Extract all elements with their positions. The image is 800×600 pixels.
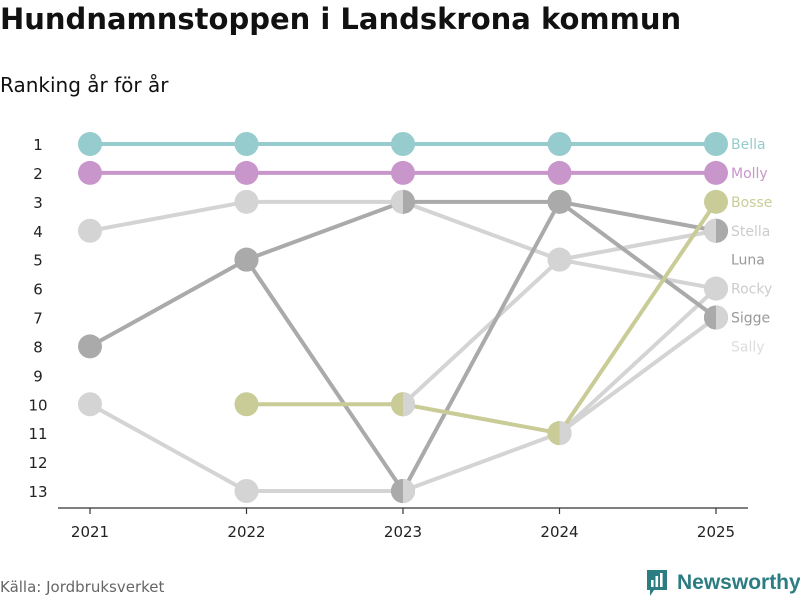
split-marker-right-2025-7	[716, 305, 728, 330]
series-line-sigge	[244, 199, 718, 493]
series-line-sally	[558, 315, 718, 435]
split-marker-left-2025-7	[704, 305, 716, 330]
series-label-molly: Molly	[731, 166, 768, 182]
marker-molly-2023	[391, 160, 415, 185]
marker-molly-2022	[234, 160, 259, 185]
y-tick-label-5: 5	[33, 252, 43, 270]
marker-bella-2023	[391, 132, 415, 156]
marker-molly-2025	[704, 160, 728, 185]
marker-stella-2021	[78, 218, 102, 243]
series-label-luna: Luna	[731, 253, 765, 269]
y-tick-label-10: 10	[28, 396, 47, 414]
marker-bella-2025	[704, 132, 728, 156]
y-tick-label-6: 6	[33, 281, 43, 299]
y-tick-label-9: 9	[33, 367, 43, 385]
series-label-sally: Sally	[731, 339, 765, 355]
split-marker-right-2025-4	[716, 218, 728, 243]
y-tick-label-8: 8	[33, 338, 43, 356]
y-tick-label-4: 4	[33, 223, 43, 241]
newsworthy-logo-icon	[647, 570, 667, 596]
split-marker-left-2023-3	[391, 189, 403, 214]
marker-molly-2024	[547, 160, 572, 185]
y-tick-label-12: 12	[28, 454, 47, 472]
y-tick-label-2: 2	[33, 165, 43, 183]
split-marker-left-2023-13	[391, 479, 403, 503]
series-label-bella: Bella	[731, 137, 766, 153]
split-marker-right-2023-10	[403, 392, 416, 417]
x-tick-label-2023: 2023	[384, 523, 422, 541]
marker-bella-2024	[547, 132, 572, 156]
split-marker-left-2024-11	[547, 421, 560, 446]
split-marker-left-2025-4	[704, 218, 716, 243]
marker-bosse-2022	[234, 392, 259, 417]
marker-rocky-2021	[78, 392, 102, 417]
marker-bosse_grey-2021	[78, 334, 102, 359]
series-label-bosse: Bosse	[731, 195, 772, 211]
marker-rocky-2022	[234, 479, 259, 503]
marker-luna-2025	[704, 276, 728, 301]
split-marker-right-2023-13	[403, 479, 415, 503]
series-line-rocky	[89, 287, 718, 493]
y-tick-label-3: 3	[33, 194, 43, 212]
series-label-stella: Stella	[731, 224, 770, 240]
series-line-bosse_grey	[89, 199, 717, 349]
brand-name: Newsworthy	[677, 571, 800, 594]
marker-bella-2022	[234, 132, 259, 156]
marker-bosse-2025	[704, 189, 728, 214]
newsworthy-logo: Newsworthy	[645, 568, 800, 598]
x-tick-label-2024: 2024	[540, 523, 578, 541]
series-line-bosse	[246, 200, 718, 436]
chart-title: Hundnamnstoppen i Landskrona kommun	[0, 2, 682, 36]
source-note: Källa: Jordbruksverket	[0, 578, 165, 596]
chart-subtitle: Ranking år för år	[0, 73, 169, 97]
marker-bosse_grey-2022	[234, 247, 259, 272]
marker-luna-2024	[547, 247, 572, 272]
x-tick-label-2021: 2021	[71, 523, 109, 541]
y-tick-label-7: 7	[33, 310, 43, 328]
y-tick-label-11: 11	[28, 425, 47, 443]
marker-bella-2021	[78, 132, 102, 156]
marker-stella-2022	[234, 189, 259, 214]
split-marker-left-2023-10	[391, 392, 403, 417]
marker-bosse_grey-2024	[547, 189, 572, 214]
x-tick-label-2022: 2022	[227, 523, 265, 541]
split-marker-right-2023-3	[403, 189, 416, 214]
y-tick-label-13: 13	[28, 483, 47, 501]
series-label-rocky: Rocky	[731, 282, 772, 298]
y-tick-label-1: 1	[33, 136, 43, 154]
split-marker-right-2024-11	[559, 421, 572, 446]
marker-molly-2021	[78, 160, 102, 185]
series-label-sigge: Sigge	[731, 311, 770, 327]
x-tick-label-2025: 2025	[697, 523, 735, 541]
